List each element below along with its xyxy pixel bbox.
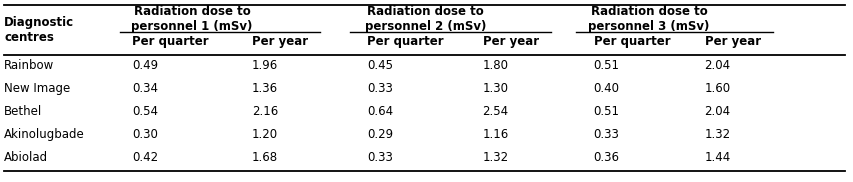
- Text: 0.33: 0.33: [367, 82, 392, 95]
- Text: 1.44: 1.44: [704, 151, 730, 164]
- Text: 0.45: 0.45: [367, 59, 392, 72]
- Text: Bethel: Bethel: [4, 105, 43, 118]
- Text: 1.32: 1.32: [704, 128, 730, 141]
- Text: Per quarter: Per quarter: [367, 35, 444, 48]
- Text: 0.54: 0.54: [132, 105, 158, 118]
- Text: 0.30: 0.30: [132, 128, 158, 141]
- Text: New Image: New Image: [4, 82, 71, 95]
- Text: 0.64: 0.64: [367, 105, 393, 118]
- Text: 0.51: 0.51: [593, 105, 618, 118]
- Text: Per year: Per year: [482, 35, 538, 48]
- Text: 2.04: 2.04: [704, 105, 730, 118]
- Text: 1.20: 1.20: [252, 128, 278, 141]
- Text: 0.40: 0.40: [593, 82, 618, 95]
- Text: 0.33: 0.33: [367, 151, 392, 164]
- Text: 0.36: 0.36: [593, 151, 618, 164]
- Text: Rainbow: Rainbow: [4, 59, 55, 72]
- Text: 0.49: 0.49: [132, 59, 159, 72]
- Text: 0.42: 0.42: [132, 151, 159, 164]
- Text: 1.30: 1.30: [482, 82, 508, 95]
- Text: 1.96: 1.96: [252, 59, 278, 72]
- Text: Per quarter: Per quarter: [132, 35, 209, 48]
- Text: 1.60: 1.60: [704, 82, 730, 95]
- Text: 0.51: 0.51: [593, 59, 618, 72]
- Text: 1.16: 1.16: [482, 128, 508, 141]
- Text: Abiolad: Abiolad: [4, 151, 49, 164]
- Text: 2.54: 2.54: [482, 105, 508, 118]
- Text: 0.34: 0.34: [132, 82, 158, 95]
- Text: Radiation dose to
personnel 1 (mSv): Radiation dose to personnel 1 (mSv): [131, 5, 252, 33]
- Text: 2.16: 2.16: [252, 105, 278, 118]
- Text: 1.80: 1.80: [482, 59, 508, 72]
- Text: 1.32: 1.32: [482, 151, 508, 164]
- Text: Radiation dose to
personnel 3 (mSv): Radiation dose to personnel 3 (mSv): [588, 5, 709, 33]
- Text: Diagnostic
centres: Diagnostic centres: [4, 16, 74, 44]
- Text: Per year: Per year: [252, 35, 308, 48]
- Text: Per quarter: Per quarter: [593, 35, 670, 48]
- Text: Per year: Per year: [704, 35, 760, 48]
- Text: Akinolugbade: Akinolugbade: [4, 128, 85, 141]
- Text: 0.29: 0.29: [367, 128, 393, 141]
- Text: 0.33: 0.33: [593, 128, 618, 141]
- Text: 2.04: 2.04: [704, 59, 730, 72]
- Text: 1.36: 1.36: [252, 82, 278, 95]
- Text: 1.68: 1.68: [252, 151, 278, 164]
- Text: Radiation dose to
personnel 2 (mSv): Radiation dose to personnel 2 (mSv): [364, 5, 485, 33]
